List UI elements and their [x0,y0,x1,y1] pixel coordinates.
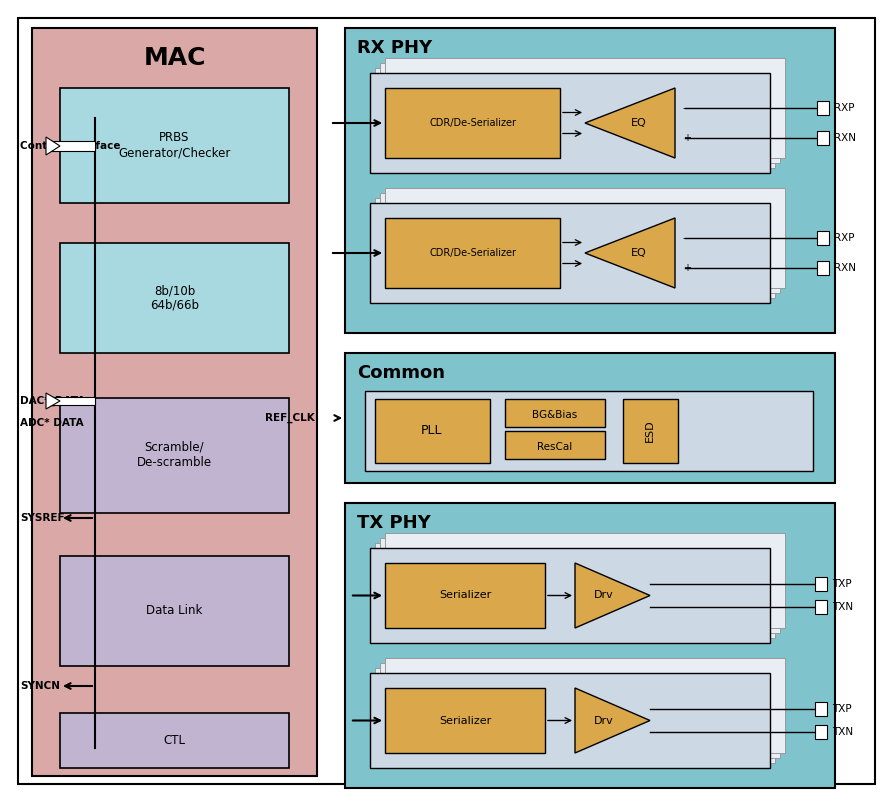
Bar [385,658,785,753]
Bar [385,218,560,288]
Bar [345,353,835,483]
Bar [375,543,775,638]
Bar [370,73,770,173]
Text: Scramble/
De-scramble: Scramble/ De-scramble [137,441,212,469]
Text: RXP: RXP [834,103,855,112]
Bar [815,703,827,716]
Bar [505,431,605,459]
Text: Drv: Drv [594,715,613,726]
Bar [32,28,317,776]
Polygon shape [46,393,60,409]
Bar [815,724,827,739]
Text: +: + [683,133,691,144]
Polygon shape [585,88,675,158]
Bar [370,673,770,768]
Text: PLL: PLL [421,424,443,438]
Bar [46,397,95,405]
Text: ResCal: ResCal [538,442,572,452]
Bar [345,503,835,788]
Bar [385,688,545,753]
Bar [375,68,775,168]
Text: SYNCN: SYNCN [20,681,60,691]
Text: TXP: TXP [832,704,852,715]
Text: Serializer: Serializer [438,590,491,601]
Bar [385,58,785,158]
Bar [623,399,678,463]
Bar [380,63,780,163]
Text: -: - [683,233,687,242]
Text: Common: Common [357,364,445,382]
Bar [380,193,780,293]
Text: RXN: RXN [834,133,856,144]
Text: EQ: EQ [631,118,647,128]
Bar [817,132,829,145]
Bar [380,663,780,758]
Polygon shape [575,688,650,753]
Text: CTL: CTL [163,734,186,747]
Bar [817,100,829,115]
Bar [380,538,780,633]
Bar [815,600,827,614]
Text: REF_CLK: REF_CLK [265,413,314,423]
Bar [60,713,289,768]
Text: 8b/10b
64b/66b: 8b/10b 64b/66b [150,284,199,312]
Text: TXN: TXN [832,727,853,736]
Bar [365,391,813,471]
Text: RXN: RXN [834,263,856,273]
Bar [370,548,770,643]
Text: EQ: EQ [631,248,647,258]
Bar [46,141,95,151]
Bar [385,563,545,628]
Bar [385,88,560,158]
Polygon shape [585,218,675,288]
Bar [385,188,785,288]
Bar [60,243,289,353]
Bar [60,88,289,203]
Text: TXP: TXP [832,580,852,589]
Bar [60,556,289,666]
Bar [60,398,289,513]
Text: SYSREF: SYSREF [20,513,64,523]
Bar [817,231,829,245]
Text: RXP: RXP [834,233,855,242]
Text: PRBS
Generator/Checker: PRBS Generator/Checker [118,131,230,159]
Text: Data Link: Data Link [146,605,203,618]
Text: Serializer: Serializer [438,715,491,726]
Bar [375,668,775,763]
Bar [505,399,605,427]
Text: DAC*_DATA: DAC*_DATA [20,396,85,406]
Bar [817,261,829,275]
Text: ADC* DATA: ADC* DATA [20,418,84,428]
Polygon shape [46,137,60,155]
Bar [815,577,827,591]
Text: ESD: ESD [645,419,655,443]
Text: Drv: Drv [594,590,613,601]
Text: BG&Bias: BG&Bias [532,410,578,420]
Text: RX PHY: RX PHY [357,39,432,57]
Bar [370,203,770,303]
Text: Control Interface: Control Interface [20,141,121,151]
Text: +: + [683,263,691,273]
Bar [385,533,785,628]
Polygon shape [575,563,650,628]
Text: TXN: TXN [832,602,853,612]
Text: -: - [683,103,687,112]
Bar [375,399,490,463]
Text: CDR/De-Serializer: CDR/De-Serializer [429,248,516,258]
Bar [345,28,835,333]
Text: MAC: MAC [143,46,205,70]
Text: CDR/De-Serializer: CDR/De-Serializer [429,118,516,128]
Text: TX PHY: TX PHY [357,514,430,532]
Bar [375,198,775,298]
